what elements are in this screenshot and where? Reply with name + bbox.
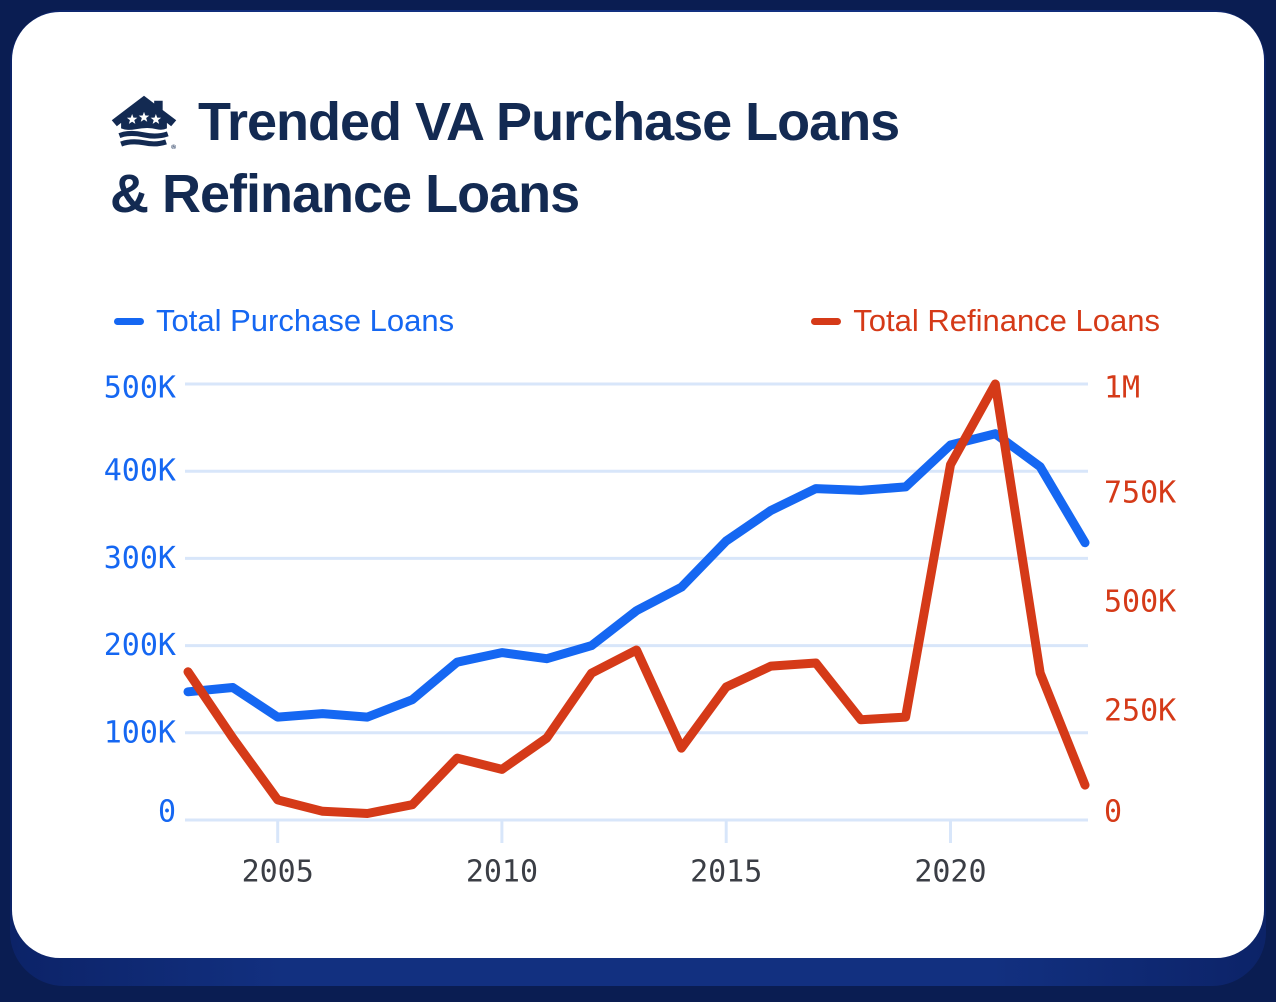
title-line-1: Trended VA Purchase Loans [198, 92, 900, 152]
purchase-legend-dash-icon [114, 317, 144, 325]
page-title: ® Trended VA Purchase Loans & Refinance … [110, 86, 1110, 230]
va-house-logo-icon: ® [111, 95, 177, 150]
refinance-legend-dash-icon [811, 317, 842, 325]
chart-legend: Total Purchase Loans Total Refinance Loa… [114, 303, 1160, 339]
legend-item-purchase: Total Purchase Loans [114, 303, 454, 339]
title-line-2: & Refinance Loans [110, 164, 580, 224]
title-row-1: ® Trended VA Purchase Loans [110, 86, 1110, 158]
legend-item-refinance: Total Refinance Loans [811, 303, 1160, 339]
infographic-card: ® Trended VA Purchase Loans & Refinance … [12, 12, 1264, 958]
purchase-legend-label: Total Purchase Loans [156, 303, 455, 338]
logo-trademark: ® [171, 143, 176, 150]
refinance-legend-label: Total Refinance Loans [853, 303, 1160, 338]
